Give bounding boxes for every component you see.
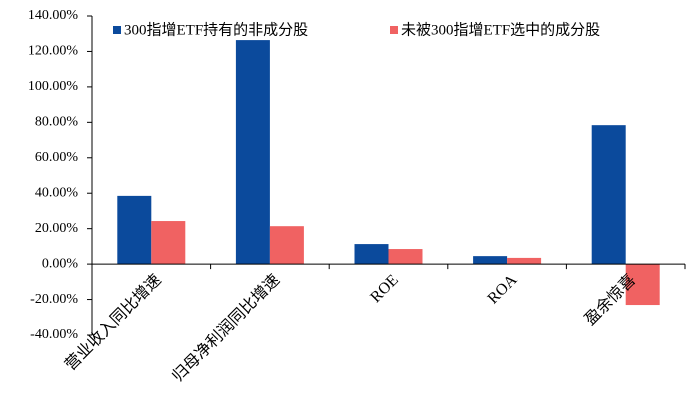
x-tick-label: ROA (485, 271, 521, 307)
bar (388, 249, 423, 265)
x-tick-label: 营业收入同比增速 (61, 271, 164, 374)
y-tick-label: 0.00% (42, 256, 79, 271)
x-tick-label: 归母净利润同比增速 (169, 271, 284, 386)
bar (269, 226, 304, 265)
bar (591, 125, 626, 265)
y-tick-label: 140.00% (28, 8, 79, 23)
y-tick-label: 20.00% (35, 221, 79, 236)
bar (354, 244, 389, 265)
bar (151, 221, 186, 265)
y-tick-label: 60.00% (35, 150, 79, 165)
bar (235, 40, 270, 265)
legend-swatch (390, 26, 398, 34)
x-tick-label: ROE (367, 272, 402, 307)
y-tick-label: 40.00% (35, 185, 79, 200)
bar (117, 195, 152, 265)
legend-label: 未被300指增ETF选中的成分股 (401, 21, 600, 38)
bar (507, 257, 542, 265)
y-tick-label: -40.00% (30, 327, 78, 342)
y-tick-label: 100.00% (28, 79, 79, 94)
legend-label: 300指增ETF持有的非成分股 (124, 21, 308, 38)
legend-swatch (113, 26, 121, 34)
bar (625, 264, 660, 306)
y-tick-label: 80.00% (35, 115, 79, 130)
y-tick-label: -20.00% (30, 292, 78, 307)
bar (473, 256, 508, 265)
y-tick-label: 120.00% (28, 44, 79, 59)
